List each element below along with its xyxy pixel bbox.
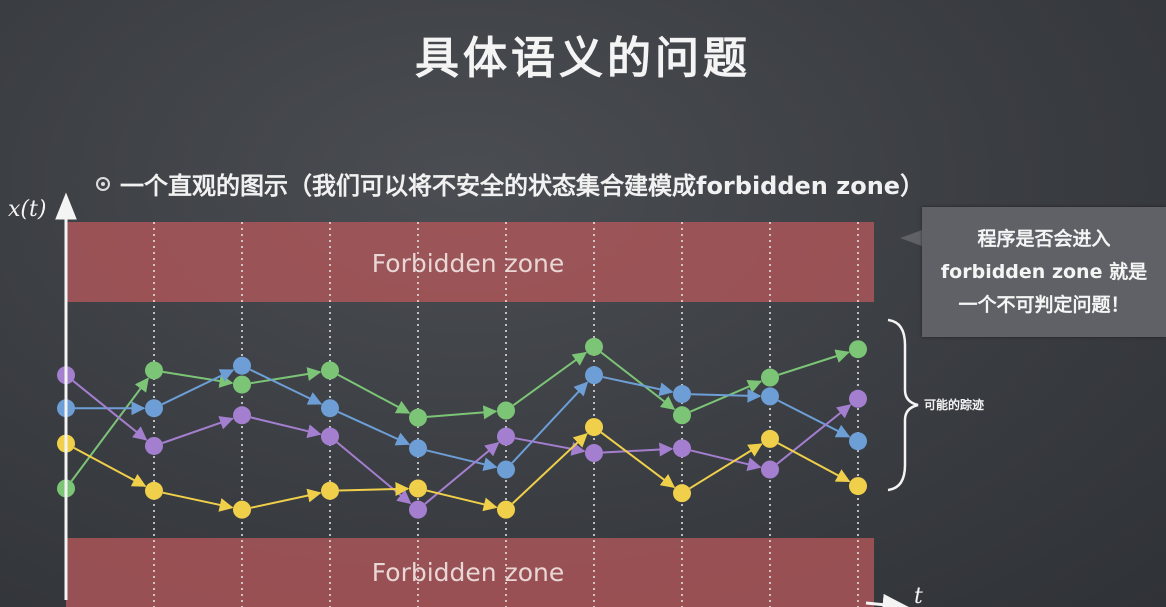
trace-2-segment-2 bbox=[250, 416, 322, 439]
trace-0-segment-8 bbox=[778, 349, 850, 376]
traces-brace bbox=[887, 318, 919, 492]
trace-3-point-5 bbox=[497, 500, 515, 519]
trace-3-segment-4 bbox=[426, 489, 498, 512]
trace-2-point-1 bbox=[145, 436, 163, 455]
y-axis-label: x(t) bbox=[8, 197, 46, 222]
callout-line-2: forbidden zone 就是 bbox=[940, 260, 1148, 283]
trace-3-point-1 bbox=[145, 481, 163, 500]
trace-0-point-7 bbox=[673, 406, 691, 425]
trace-1-segment-3 bbox=[337, 411, 411, 446]
callout-box: 程序是否会进入 forbidden zone 就是 一个不可判定问题！ bbox=[922, 207, 1166, 337]
trace-2-point-9 bbox=[849, 389, 867, 408]
forbidden-zone-bottom-label: Forbidden zone bbox=[372, 558, 564, 587]
trace-0-segment-2 bbox=[250, 367, 322, 385]
trace-2-point-6 bbox=[585, 444, 603, 463]
trace-2-segment-7 bbox=[690, 449, 762, 472]
trace-0-point-6 bbox=[585, 337, 603, 356]
trace-3-segment-7 bbox=[689, 443, 763, 490]
slide-title: 具体语义的问题 bbox=[415, 33, 751, 84]
trace-0-segment-5 bbox=[512, 351, 588, 407]
trace-3-point-7 bbox=[673, 484, 691, 503]
trace-1-point-6 bbox=[585, 366, 603, 385]
eye-icon bbox=[96, 176, 110, 191]
trace-1-point-9 bbox=[849, 432, 867, 451]
trace-2-point-8 bbox=[761, 460, 779, 479]
trace-2-point-7 bbox=[673, 439, 691, 458]
trace-1-segment-8 bbox=[777, 399, 851, 438]
trace-1-segment-5 bbox=[511, 381, 589, 464]
trace-0-point-2 bbox=[233, 375, 251, 394]
trace-0-point-3 bbox=[321, 361, 339, 380]
trace-3-segment-2 bbox=[250, 488, 322, 509]
trace-1-point-8 bbox=[761, 387, 779, 406]
trace-1-segment-1 bbox=[161, 369, 235, 406]
forbidden-zone-top bbox=[66, 222, 874, 302]
trace-1-segment-7 bbox=[690, 388, 762, 403]
trace-0-point-5 bbox=[497, 401, 515, 420]
trace-2-segment-6 bbox=[602, 442, 674, 457]
trace-0-point-8 bbox=[761, 368, 779, 387]
forbidden-zone-bottom bbox=[66, 538, 874, 607]
trace-1-point-4 bbox=[409, 439, 427, 458]
trace-2-point-5 bbox=[497, 427, 515, 446]
trace-3-point-2 bbox=[233, 500, 251, 519]
callout-pointer bbox=[900, 230, 922, 246]
x-axis-label: t bbox=[914, 584, 923, 607]
trace-0-segment-3 bbox=[337, 373, 411, 414]
trace-0-segment-7 bbox=[689, 379, 763, 413]
trace-0-point-4 bbox=[409, 408, 427, 427]
trace-1-point-5 bbox=[497, 460, 515, 479]
trace-1-segment-6 bbox=[602, 376, 674, 397]
trace-0-segment-6 bbox=[600, 351, 676, 411]
trace-3-point-3 bbox=[321, 481, 339, 500]
bullet-point: 一个直观的图示（我们可以将不安全的状态集合建模成forbidden zone） bbox=[96, 166, 924, 201]
trace-0-segment-1 bbox=[162, 370, 234, 388]
x-axis bbox=[865, 593, 910, 607]
trace-2-point-3 bbox=[321, 427, 339, 446]
trace-2-segment-3 bbox=[336, 441, 412, 505]
trace-1-point-2 bbox=[233, 356, 251, 375]
trace-3-segment-0 bbox=[73, 446, 147, 487]
trace-3-point-9 bbox=[849, 477, 867, 496]
brace-label: 可能的踪迹 bbox=[924, 398, 985, 412]
trace-3-segment-8 bbox=[777, 442, 851, 483]
trace-3-point-6 bbox=[585, 418, 603, 437]
trace-2-segment-5 bbox=[514, 437, 586, 456]
trace-3-segment-5 bbox=[511, 432, 588, 505]
trace-0-segment-4 bbox=[426, 405, 498, 420]
trace-3-segment-6 bbox=[600, 431, 676, 488]
trace-0-point-1 bbox=[145, 361, 163, 380]
trace-2-segment-1 bbox=[162, 416, 234, 444]
callout-line-3: 一个不可判定问题！ bbox=[958, 293, 1130, 316]
trace-1-segment-2 bbox=[249, 368, 323, 405]
trace-3-point-4 bbox=[409, 479, 427, 498]
forbidden-zone-top-label: Forbidden zone bbox=[372, 249, 564, 278]
trace-3-segment-3 bbox=[338, 482, 410, 497]
trace-3-point-8 bbox=[761, 429, 779, 448]
bullet-text: 一个直观的图示（我们可以将不安全的状态集合建模成forbidden zone） bbox=[120, 172, 925, 200]
trace-2-segment-0 bbox=[72, 380, 148, 441]
trace-0-segment-0 bbox=[70, 377, 149, 482]
trace-2-segment-8 bbox=[776, 404, 852, 465]
trace-1-segment-4 bbox=[426, 449, 498, 472]
callout-line-1: 程序是否会进入 bbox=[977, 227, 1111, 250]
trace-1-point-1 bbox=[145, 399, 163, 418]
trace-2-point-2 bbox=[233, 406, 251, 425]
trace-0-point-9 bbox=[849, 340, 867, 359]
trace-3-segment-1 bbox=[162, 491, 234, 512]
trace-2-point-4 bbox=[409, 500, 427, 519]
trace-1-point-7 bbox=[673, 385, 691, 404]
trace-1-point-3 bbox=[321, 399, 339, 418]
